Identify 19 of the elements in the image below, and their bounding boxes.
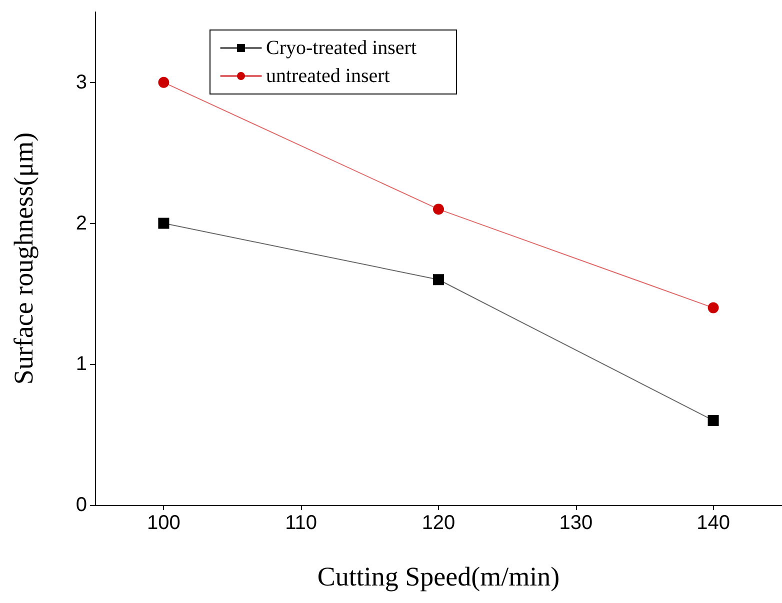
y-tick-label: 2 bbox=[76, 212, 87, 234]
point bbox=[158, 76, 170, 88]
legend-label: untreated insert bbox=[266, 65, 390, 87]
y-tick-label: 1 bbox=[76, 353, 87, 376]
point bbox=[433, 274, 444, 286]
legend-label: Cryo-treated insert bbox=[266, 37, 417, 59]
x-axis-title: Cutting Speed(m/min) bbox=[317, 562, 560, 592]
x-tick-label: 100 bbox=[147, 512, 180, 534]
x-tick-label: 110 bbox=[285, 512, 318, 534]
point bbox=[708, 302, 719, 314]
x-tick-label: 140 bbox=[696, 512, 730, 534]
point bbox=[433, 204, 444, 215]
point bbox=[158, 218, 170, 229]
y-tick-label: 3 bbox=[76, 71, 87, 94]
x-tick-label: 130 bbox=[559, 512, 593, 534]
y-axis-title: Surface roughness(μm) bbox=[8, 132, 38, 385]
point bbox=[708, 414, 719, 426]
y-tick-label: 0 bbox=[76, 494, 87, 516]
x-tick-label: 120 bbox=[422, 512, 456, 534]
